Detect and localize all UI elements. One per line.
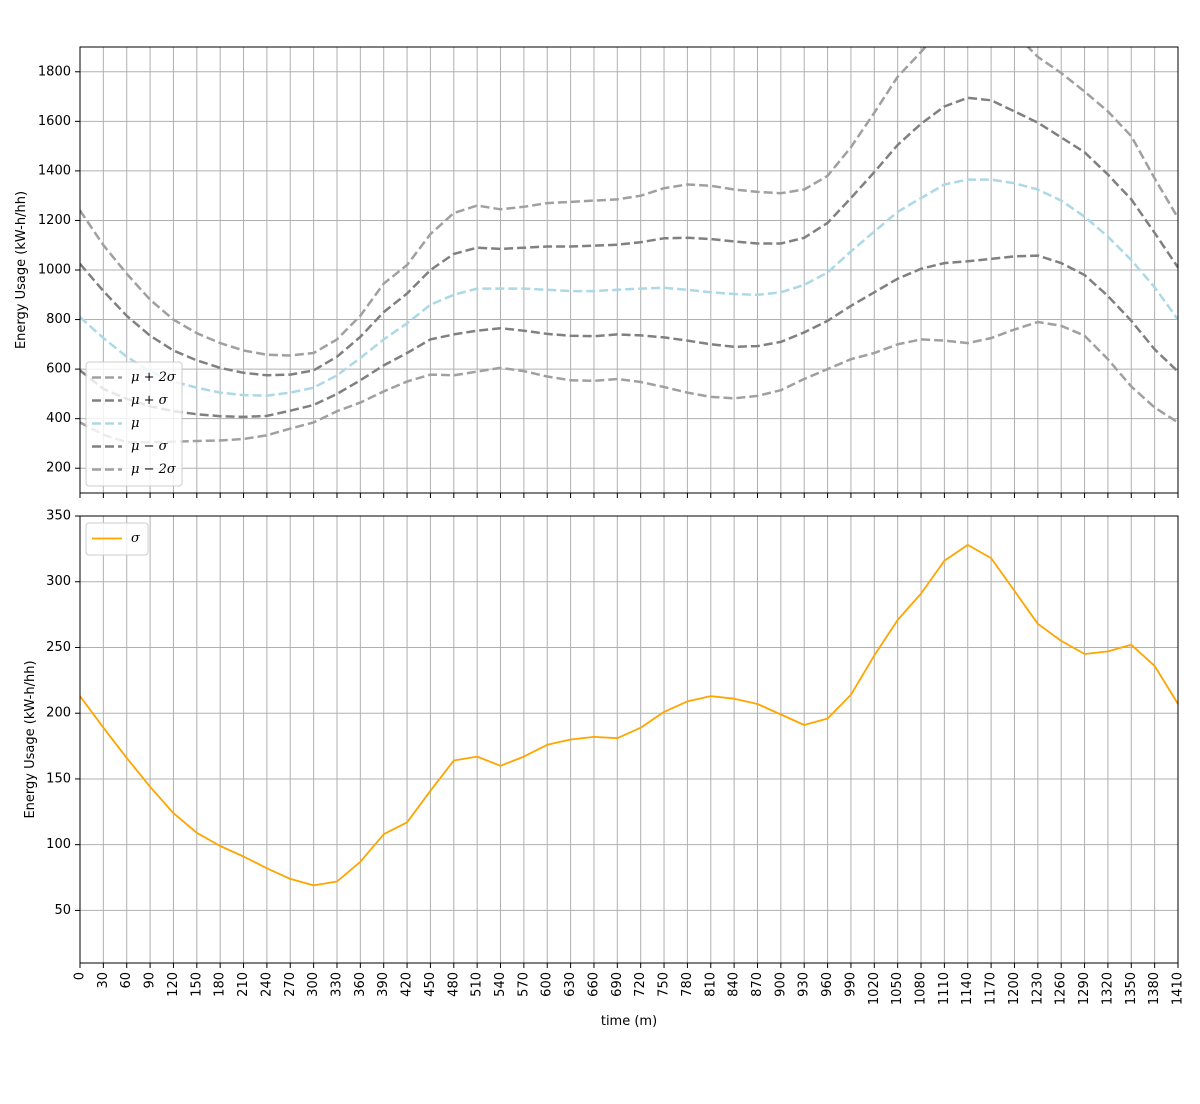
x-tick-label: 30 bbox=[96, 972, 111, 989]
x-tick-label: 720 bbox=[633, 972, 648, 997]
x-tick-label: 960 bbox=[820, 972, 835, 997]
series-line-1 bbox=[80, 96, 1178, 377]
axes-frame bbox=[79, 515, 1179, 964]
x-tick-label: 1290 bbox=[1077, 972, 1092, 1005]
x-tick-label: 1170 bbox=[984, 972, 999, 1005]
series-line-3 bbox=[80, 254, 1178, 419]
x-tick-label: 540 bbox=[493, 972, 508, 997]
x-tick-label: 150 bbox=[189, 972, 204, 997]
x-tick-label: 690 bbox=[610, 972, 625, 997]
x-tick-label: 1050 bbox=[890, 972, 905, 1005]
x-tick-label: 1380 bbox=[1147, 972, 1162, 1005]
x-tick-label: 390 bbox=[376, 972, 391, 997]
x-tick-label: 600 bbox=[540, 972, 555, 997]
y-tick-label: 200 bbox=[46, 461, 71, 476]
y-tick-label: 150 bbox=[46, 771, 71, 786]
x-tick-label: 1320 bbox=[1100, 972, 1115, 1005]
y-tick-label: 200 bbox=[46, 706, 71, 721]
x-tick-label: 420 bbox=[400, 972, 415, 997]
x-tick-label: 1140 bbox=[960, 972, 975, 1005]
x-tick-label: 990 bbox=[843, 972, 858, 997]
legend-label: μ − 2σ bbox=[131, 462, 177, 477]
x-tick-label: 210 bbox=[236, 972, 251, 997]
y-tick-label: 1800 bbox=[38, 64, 71, 79]
series-line-2 bbox=[80, 178, 1178, 397]
x-tick-label: 180 bbox=[213, 972, 228, 997]
x-tick-label: 900 bbox=[773, 972, 788, 997]
x-tick-label: 480 bbox=[446, 972, 461, 997]
series-group bbox=[80, 544, 1178, 887]
x-tick-label: 750 bbox=[657, 972, 672, 997]
y-tick-label: 50 bbox=[54, 903, 71, 918]
legend-label: μ + 2σ bbox=[131, 370, 177, 385]
x-tick-label: 1200 bbox=[1007, 972, 1022, 1005]
x-tick-label: 330 bbox=[329, 972, 344, 997]
legend-label: μ bbox=[131, 416, 139, 431]
legend-label: μ − σ bbox=[131, 439, 169, 454]
legend: σ bbox=[85, 522, 149, 556]
y-axis-label: Energy Usage (kW-h/hh) bbox=[23, 660, 38, 818]
x-tick-label: 510 bbox=[470, 972, 485, 997]
x-tick-label: 1410 bbox=[1171, 972, 1186, 1005]
y-tick-label: 1200 bbox=[38, 213, 71, 228]
x-tick-label: 450 bbox=[423, 972, 438, 997]
x-tick-label: 270 bbox=[283, 972, 298, 997]
legend: μ + 2σ μ + σ μ μ − σ μ − 2σ bbox=[85, 361, 183, 487]
x-tick-label: 360 bbox=[353, 972, 368, 997]
y-tick-label: 1600 bbox=[38, 114, 71, 129]
y-tick-label: 100 bbox=[46, 837, 71, 852]
x-tick-label: 1260 bbox=[1054, 972, 1069, 1005]
x-tick-label: 120 bbox=[166, 972, 181, 997]
x-tick-label: 300 bbox=[306, 972, 321, 997]
series-line-4 bbox=[80, 320, 1178, 444]
y-tick-label: 1400 bbox=[38, 163, 71, 178]
x-tick-label: 660 bbox=[586, 972, 601, 997]
y-tick-label: 300 bbox=[46, 574, 71, 589]
x-tick-label: 240 bbox=[259, 972, 274, 997]
x-tick-label: 840 bbox=[727, 972, 742, 997]
y-tick-label: 350 bbox=[46, 509, 71, 524]
x-tick-label: 90 bbox=[143, 972, 158, 989]
x-tick-label: 1020 bbox=[867, 972, 882, 1005]
x-tick-label: 870 bbox=[750, 972, 765, 997]
x-tick-label: 1080 bbox=[914, 972, 929, 1005]
top-panel: 200 400 600 800 1000 1200 1400 1600 1800 Energy U… bbox=[14, 46, 1179, 498]
x-tick-label: 810 bbox=[703, 972, 718, 997]
legend-box bbox=[85, 361, 183, 487]
x-tick-label: 780 bbox=[680, 972, 695, 997]
axes-frame bbox=[79, 46, 1179, 494]
series-line-0 bbox=[80, 544, 1178, 887]
x-tick-label: 1230 bbox=[1030, 972, 1045, 1005]
x-axis-label: time (m) bbox=[601, 1014, 657, 1029]
y-tick-label: 400 bbox=[46, 411, 71, 426]
y-tick-label: 800 bbox=[46, 312, 71, 327]
x-tick-label: 60 bbox=[119, 972, 134, 989]
bottom-panel: 0 30 60 90 120 150 180 210 240 270 300 330 360 390 420… bbox=[23, 509, 1186, 1030]
x-tick-label: 1350 bbox=[1124, 972, 1139, 1005]
x-tick-label: 930 bbox=[797, 972, 812, 997]
x-tick-label: 630 bbox=[563, 972, 578, 997]
x-tick-label: 1110 bbox=[937, 972, 952, 1005]
legend-label: σ bbox=[131, 531, 141, 546]
series-line-0 bbox=[80, 47, 1178, 357]
series-group bbox=[80, 47, 1178, 444]
y-tick-label: 250 bbox=[46, 640, 71, 655]
legend-label: μ + σ bbox=[131, 393, 169, 408]
y-axis-label: Energy Usage (kW-h/hh) bbox=[14, 191, 29, 349]
y-tick-label: 600 bbox=[46, 362, 71, 377]
x-tick-label: 0 bbox=[73, 972, 88, 980]
y-tick-label: 1000 bbox=[38, 263, 71, 278]
x-tick-label: 570 bbox=[516, 972, 531, 997]
